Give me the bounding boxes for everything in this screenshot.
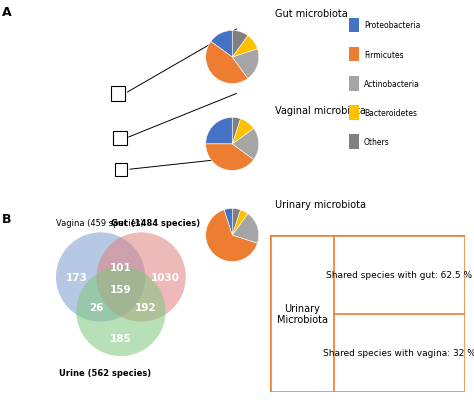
Text: Shared species with gut: 62.5 %: Shared species with gut: 62.5 % [327, 270, 473, 279]
Text: Gut microbiota: Gut microbiota [275, 9, 347, 19]
Wedge shape [232, 50, 259, 79]
Text: Bacteroidetes: Bacteroidetes [364, 109, 417, 118]
Text: 101: 101 [110, 262, 132, 272]
Wedge shape [232, 210, 248, 235]
Wedge shape [206, 42, 248, 84]
FancyBboxPatch shape [111, 87, 125, 101]
Wedge shape [232, 209, 240, 235]
Bar [348, 135, 359, 150]
FancyBboxPatch shape [270, 235, 465, 392]
Bar [348, 77, 359, 91]
Text: Gut (1484 species): Gut (1484 species) [111, 218, 200, 227]
Wedge shape [224, 209, 232, 235]
Text: Firmicutes: Firmicutes [364, 50, 403, 59]
Text: 192: 192 [135, 303, 156, 313]
Text: Urinary
Microbiota: Urinary Microbiota [277, 303, 328, 325]
Text: Vagina (459 species): Vagina (459 species) [56, 218, 144, 227]
Wedge shape [232, 119, 254, 145]
Wedge shape [206, 118, 232, 145]
Wedge shape [232, 36, 257, 58]
Text: B: B [2, 213, 12, 225]
Text: Urine (562 species): Urine (562 species) [59, 368, 151, 377]
Bar [348, 48, 359, 62]
Text: Actinobacteria: Actinobacteria [364, 80, 420, 88]
FancyBboxPatch shape [115, 164, 127, 176]
Text: 1030: 1030 [151, 272, 180, 282]
Text: Proteobacteria: Proteobacteria [364, 21, 420, 31]
Text: Vaginal microbiota: Vaginal microbiota [275, 106, 366, 116]
Text: 185: 185 [110, 333, 132, 343]
Wedge shape [232, 214, 259, 244]
Text: Urinary microbiota: Urinary microbiota [275, 200, 366, 210]
Wedge shape [232, 129, 259, 160]
Text: 26: 26 [89, 303, 104, 313]
Text: Others: Others [364, 138, 390, 147]
Wedge shape [232, 118, 240, 145]
Text: Shared species with vagina: 32 %: Shared species with vagina: 32 % [323, 349, 474, 358]
Bar [348, 19, 359, 33]
Wedge shape [232, 31, 248, 58]
FancyBboxPatch shape [113, 132, 127, 146]
Text: 159: 159 [110, 285, 132, 294]
Text: A: A [2, 6, 12, 19]
Circle shape [97, 233, 186, 322]
Circle shape [56, 233, 145, 322]
Wedge shape [211, 31, 232, 58]
Wedge shape [206, 145, 254, 171]
Wedge shape [206, 210, 257, 262]
Bar [348, 106, 359, 121]
Circle shape [76, 267, 165, 356]
Text: 173: 173 [65, 272, 87, 282]
